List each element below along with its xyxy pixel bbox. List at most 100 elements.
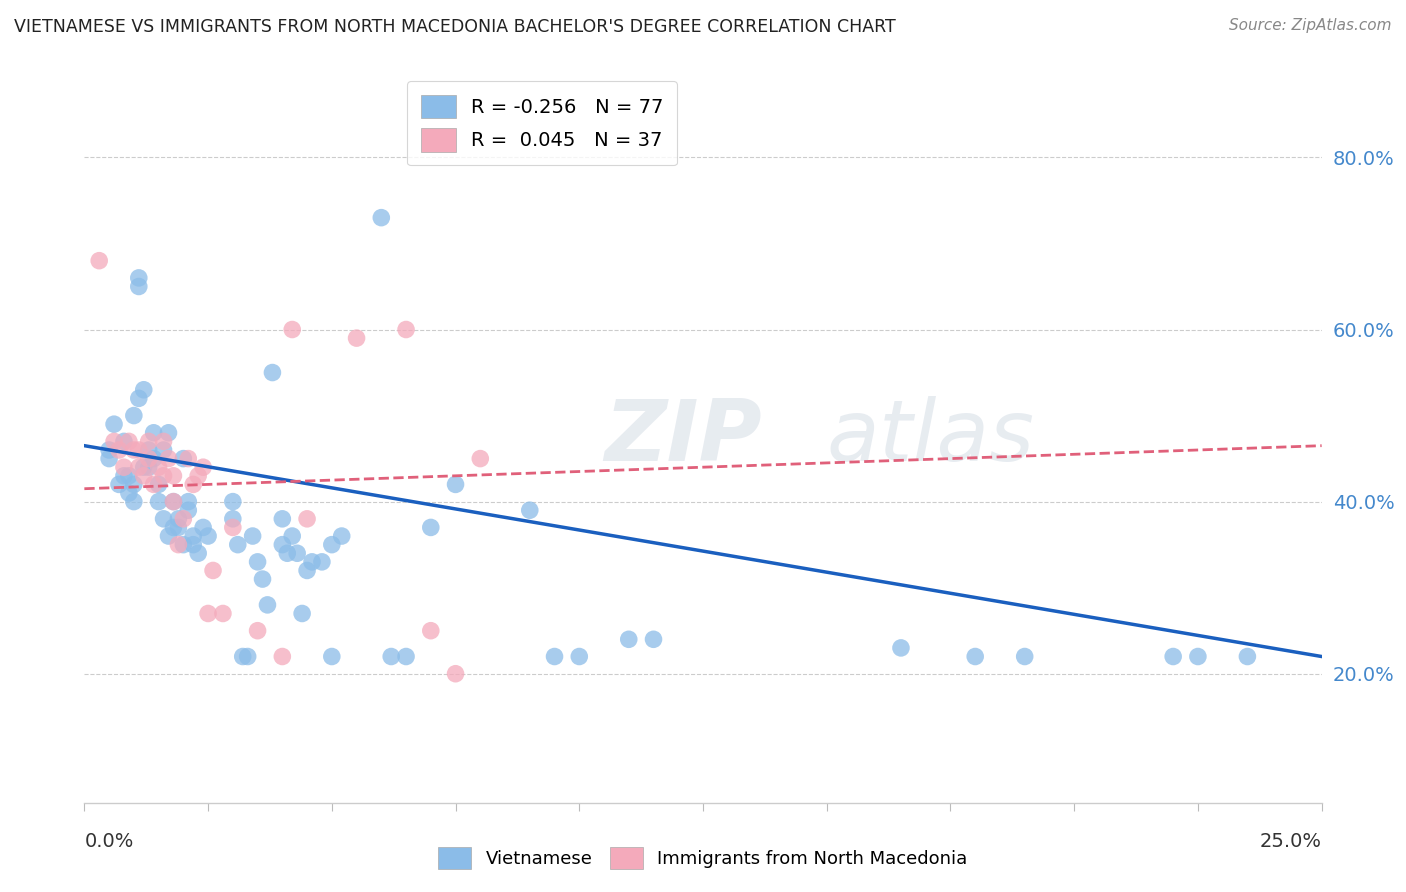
Point — [138, 434, 160, 449]
Point — [162, 494, 184, 508]
Point — [617, 632, 640, 647]
Point — [138, 460, 160, 475]
Point — [128, 279, 150, 293]
Point — [122, 477, 145, 491]
Point — [98, 451, 121, 466]
Point — [142, 477, 165, 491]
Point — [132, 460, 155, 475]
Point — [187, 546, 209, 560]
Point — [132, 468, 155, 483]
Point — [202, 564, 225, 578]
Point — [128, 392, 150, 406]
Point — [370, 211, 392, 225]
Point — [167, 512, 190, 526]
Point — [380, 649, 402, 664]
Point — [167, 520, 190, 534]
Point — [236, 649, 259, 664]
Point — [242, 529, 264, 543]
Point — [271, 512, 294, 526]
Point — [295, 564, 318, 578]
Point — [142, 425, 165, 440]
Point — [291, 607, 314, 621]
Point — [191, 520, 214, 534]
Point — [162, 520, 184, 534]
Point — [222, 520, 245, 534]
Point — [142, 451, 165, 466]
Point — [543, 649, 565, 664]
Point — [157, 451, 180, 466]
Point — [395, 649, 418, 664]
Point — [177, 451, 200, 466]
Point — [1161, 649, 1184, 664]
Point — [152, 468, 174, 483]
Point — [246, 624, 269, 638]
Point — [122, 494, 145, 508]
Point — [181, 538, 204, 552]
Point — [444, 666, 467, 681]
Point — [112, 434, 135, 449]
Point — [470, 451, 492, 466]
Point — [118, 486, 141, 500]
Point — [330, 529, 353, 543]
Point — [138, 451, 160, 466]
Point — [187, 468, 209, 483]
Point — [157, 425, 180, 440]
Point — [226, 538, 249, 552]
Point — [181, 477, 204, 491]
Point — [128, 271, 150, 285]
Point — [148, 494, 170, 508]
Point — [177, 494, 200, 508]
Point — [152, 512, 174, 526]
Point — [89, 253, 111, 268]
Text: Source: ZipAtlas.com: Source: ZipAtlas.com — [1229, 18, 1392, 33]
Point — [181, 529, 204, 543]
Point — [1236, 649, 1258, 664]
Point — [281, 322, 304, 336]
Point — [965, 649, 987, 664]
Point — [1187, 649, 1209, 664]
Point — [252, 572, 274, 586]
Point — [295, 512, 318, 526]
Point — [212, 607, 235, 621]
Point — [276, 546, 298, 560]
Point — [122, 442, 145, 457]
Point — [157, 529, 180, 543]
Point — [643, 632, 665, 647]
Point — [1014, 649, 1036, 664]
Point — [321, 538, 343, 552]
Text: ZIP: ZIP — [605, 395, 762, 479]
Text: atlas: atlas — [827, 395, 1035, 479]
Point — [568, 649, 591, 664]
Point — [152, 442, 174, 457]
Point — [132, 383, 155, 397]
Point — [321, 649, 343, 664]
Legend: R = -0.256   N = 77, R =  0.045   N = 37: R = -0.256 N = 77, R = 0.045 N = 37 — [408, 81, 678, 166]
Point — [122, 409, 145, 423]
Point — [138, 442, 160, 457]
Point — [112, 468, 135, 483]
Point — [256, 598, 278, 612]
Point — [191, 460, 214, 475]
Point — [395, 322, 418, 336]
Point — [285, 546, 308, 560]
Point — [890, 640, 912, 655]
Point — [103, 434, 125, 449]
Point — [128, 442, 150, 457]
Point — [519, 503, 541, 517]
Point — [271, 649, 294, 664]
Point — [148, 460, 170, 475]
Point — [112, 460, 135, 475]
Point — [148, 477, 170, 491]
Point — [346, 331, 368, 345]
Point — [197, 607, 219, 621]
Point — [177, 503, 200, 517]
Point — [118, 434, 141, 449]
Point — [232, 649, 254, 664]
Point — [128, 460, 150, 475]
Point — [311, 555, 333, 569]
Point — [281, 529, 304, 543]
Point — [419, 624, 441, 638]
Point — [172, 512, 194, 526]
Point — [419, 520, 441, 534]
Point — [162, 494, 184, 508]
